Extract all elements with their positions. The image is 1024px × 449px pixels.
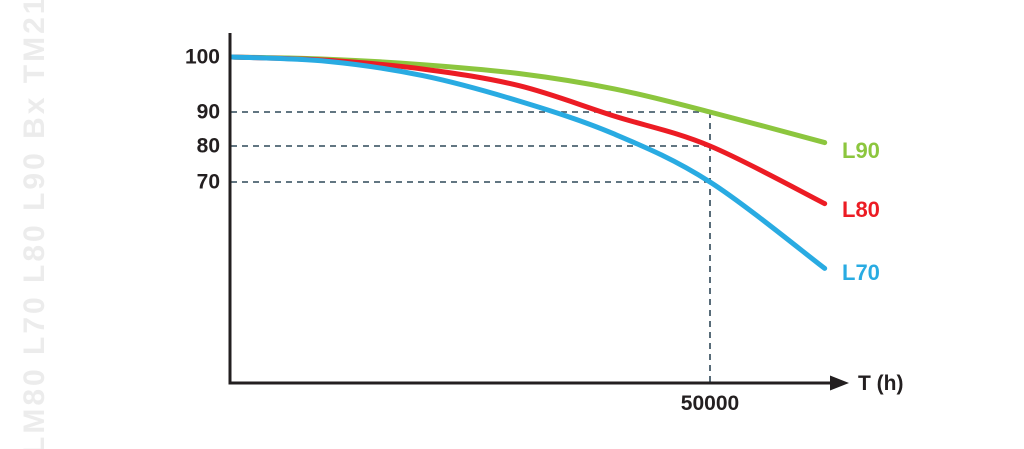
y-tick-90: 90 bbox=[197, 101, 220, 124]
curves-layer bbox=[229, 54, 828, 271]
guide-lines-layer bbox=[231, 111, 711, 383]
series-label-l80: L80 bbox=[842, 197, 880, 222]
l70-curve bbox=[229, 54, 828, 271]
l90-curve bbox=[229, 54, 828, 146]
y-tick-70: 70 bbox=[197, 171, 220, 194]
series-label-l90: L90 bbox=[842, 138, 880, 163]
x-axis-label: T (h) bbox=[858, 372, 903, 395]
x-tick-50000: 50000 bbox=[681, 392, 739, 415]
y-tick-80: 80 bbox=[197, 135, 220, 158]
x-axis-arrow-icon bbox=[830, 375, 849, 391]
y-tick-100: 100 bbox=[185, 46, 220, 69]
series-label-l70: L70 bbox=[842, 260, 880, 285]
